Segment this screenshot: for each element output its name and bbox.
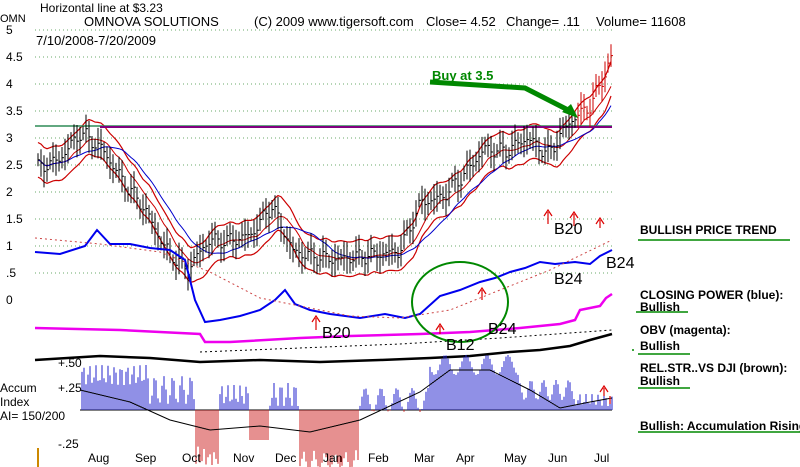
legend-accumulation: Bullish: Accumulation Rising xyxy=(640,419,800,433)
legend-closing-power: CLOSING POWER (blue): xyxy=(640,288,783,302)
x-tick-label: Mar xyxy=(414,451,435,465)
horizontal-line-label: Horizontal line at $3.23 xyxy=(40,1,163,15)
accum-label: Accum xyxy=(0,381,37,395)
b20-price-annotation: B20 xyxy=(554,221,583,238)
closing-power-trend xyxy=(34,237,613,319)
x-axis-labels: Aug Sep Oct Nov Dec Jan Feb Mar Apr May Jun Jul xyxy=(88,451,609,465)
b12-annotation: B12 xyxy=(446,337,475,354)
y-tick-label: 3.5 xyxy=(6,104,23,118)
y-tick-label: 4.5 xyxy=(6,50,23,64)
y-tick-label: 2.5 xyxy=(6,158,23,172)
plus50-label: +.50 xyxy=(58,356,82,370)
x-tick-label: May xyxy=(504,451,527,465)
signal-arrows xyxy=(311,208,611,404)
b24-right-annotation: B24 xyxy=(606,255,635,272)
relative-strength-trend xyxy=(199,329,613,353)
y-tick-label: 4 xyxy=(6,77,13,91)
plus25-label: +.25 xyxy=(58,381,82,395)
y-tick-label: 1.5 xyxy=(6,212,23,226)
obv-line xyxy=(34,292,613,344)
legend-bullish-price-trend: BULLISH PRICE TREND xyxy=(640,223,777,237)
closing-power-line xyxy=(34,228,613,324)
b24-low-annotation: B24 xyxy=(488,321,517,338)
x-tick-label: Nov xyxy=(233,451,254,465)
ai-label: AI= 150/200 xyxy=(0,409,65,423)
y-tick-label: 2 xyxy=(6,185,13,199)
symbol: OMN xyxy=(0,13,26,25)
copyright: (C) 2009 www.tigersoft.com xyxy=(254,14,414,29)
y-tick-label: 1 xyxy=(6,239,13,253)
x-tick-label: Aug xyxy=(88,451,109,465)
change-value: Change= .11 xyxy=(506,14,580,29)
legend-closing-power-status: Bullish xyxy=(640,300,680,314)
accumulation-average xyxy=(79,369,613,433)
b20-low-annotation: B20 xyxy=(322,325,351,342)
relative-strength-line xyxy=(34,332,613,364)
volume-value: Volume= 11608 xyxy=(596,14,686,29)
company-name: OMNOVA SOLUTIONS xyxy=(84,14,219,29)
x-tick-label: Jul xyxy=(594,451,609,465)
x-tick-label: Sep xyxy=(135,451,157,465)
buy-arrow-head xyxy=(562,104,578,118)
minus25-label: -.25 xyxy=(58,437,79,451)
x-tick-label: Dec xyxy=(275,451,296,465)
legend-underlines xyxy=(632,239,800,433)
close-value: Close= 4.52 xyxy=(426,14,496,29)
index-label: Index xyxy=(0,395,29,409)
legend-rel-str: REL.STR..VS DJI (brown): xyxy=(640,361,787,375)
y-tick-label: 5 xyxy=(6,23,13,37)
buy-signal-arrow xyxy=(429,79,574,115)
y-tick-label: .5 xyxy=(6,266,16,280)
x-tick-label: Jun xyxy=(548,451,567,465)
x-tick-label: Feb xyxy=(368,451,389,465)
y-tick-label: 0 xyxy=(6,293,13,307)
y-tick-label: 3 xyxy=(6,131,13,145)
buy-annotation: Buy at 3.5 xyxy=(432,68,493,83)
x-tick-label: Oct xyxy=(182,451,201,465)
legend-obv: OBV (magenta): xyxy=(640,323,731,337)
legend-obv-status: Bullish xyxy=(640,339,680,353)
highlight-circle xyxy=(411,261,509,343)
date-range: 7/10/2008-7/20/2009 xyxy=(36,33,156,48)
x-tick-label: Apr xyxy=(456,451,475,465)
b24-mid-annotation: B24 xyxy=(554,271,583,288)
accumulation-bars xyxy=(81,355,613,467)
y-axis-labels: 54.543.532.521.51.50 xyxy=(6,23,23,307)
legend-rel-str-status: Bullish xyxy=(640,374,680,388)
x-tick-label: Jan xyxy=(323,451,342,465)
